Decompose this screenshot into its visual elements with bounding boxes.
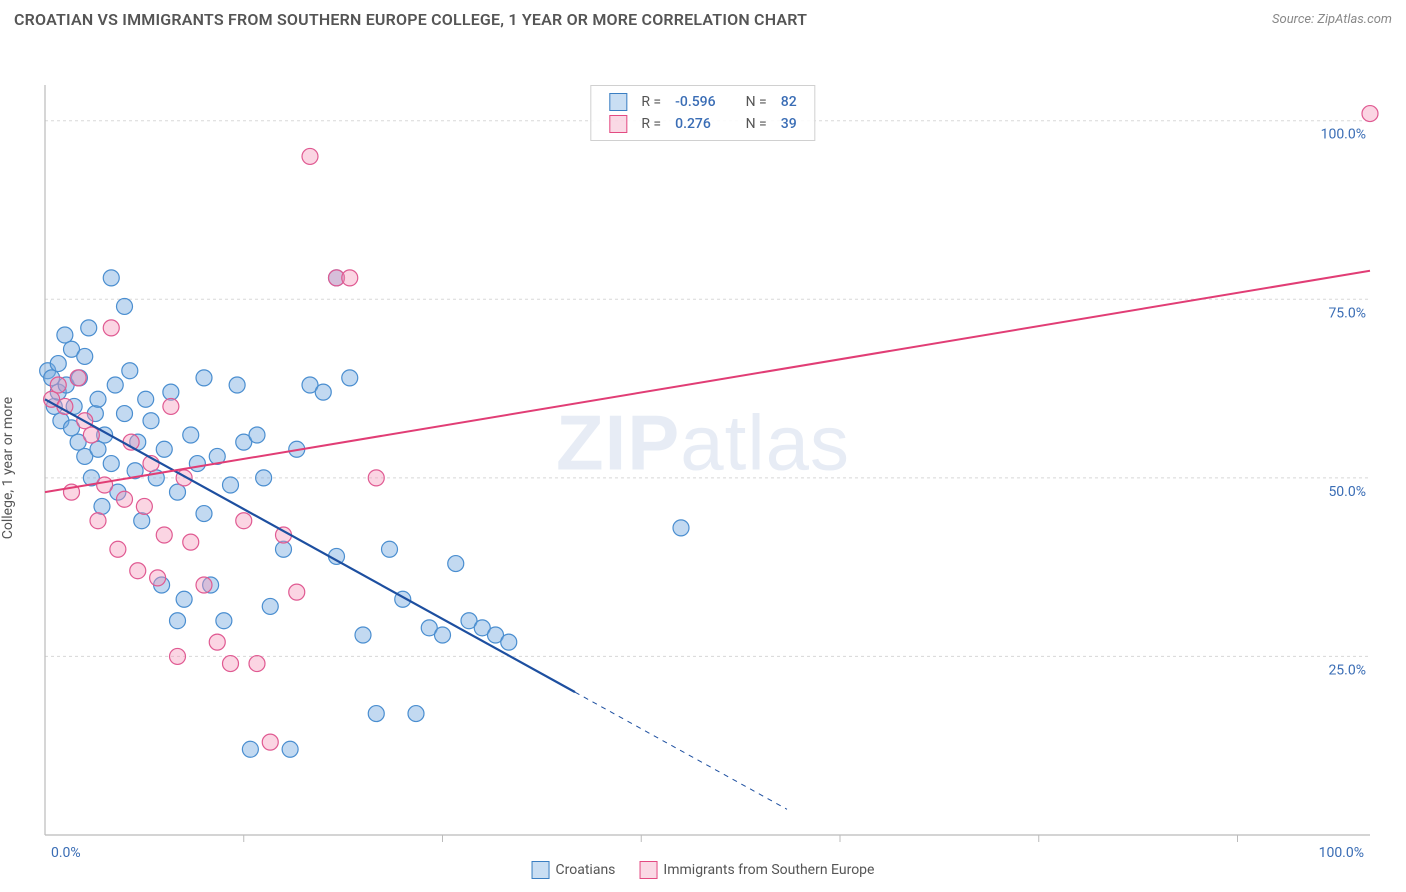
r-value-immigrants: 0.276 <box>669 114 721 134</box>
r-value-croatians: -0.596 <box>669 92 721 112</box>
r-label: R = <box>635 92 667 112</box>
scatter-chart: 25.0% 50.0% 75.0% 100.0% 0.0% 100.0% <box>0 35 1406 885</box>
svg-text:100.0%: 100.0% <box>1319 845 1364 861</box>
svg-text:25.0%: 25.0% <box>1328 662 1366 678</box>
n-value-immigrants: 39 <box>775 114 803 134</box>
correlation-legend: R = -0.596 N = 82 R = 0.276 N = 39 <box>590 85 815 141</box>
chart-container: College, 1 year or more ZIPatlas 25.0%50… <box>0 35 1406 885</box>
svg-text:75.0%: 75.0% <box>1328 305 1366 321</box>
n-value-croatians: 82 <box>775 92 803 112</box>
svg-text:100.0%: 100.0% <box>1321 127 1366 143</box>
source-attribution: Source: ZipAtlas.com <box>1272 12 1392 27</box>
n-label: N = <box>740 92 773 112</box>
legend-swatch-croatians <box>609 93 627 111</box>
y-axis-label: College, 1 year or more <box>0 397 16 539</box>
series-name-croatians: Croatians <box>556 862 616 878</box>
series-legend: Croatians Immigrants from Southern Europ… <box>532 861 875 879</box>
chart-title: CROATIAN VS IMMIGRANTS FROM SOUTHERN EUR… <box>14 10 807 29</box>
series-name-immigrants: Immigrants from Southern Europe <box>663 862 874 878</box>
legend-swatch-croatians <box>532 861 550 879</box>
svg-text:50.0%: 50.0% <box>1328 484 1366 500</box>
legend-swatch-immigrants <box>639 861 657 879</box>
svg-text:0.0%: 0.0% <box>51 845 81 861</box>
legend-swatch-immigrants <box>609 115 627 133</box>
